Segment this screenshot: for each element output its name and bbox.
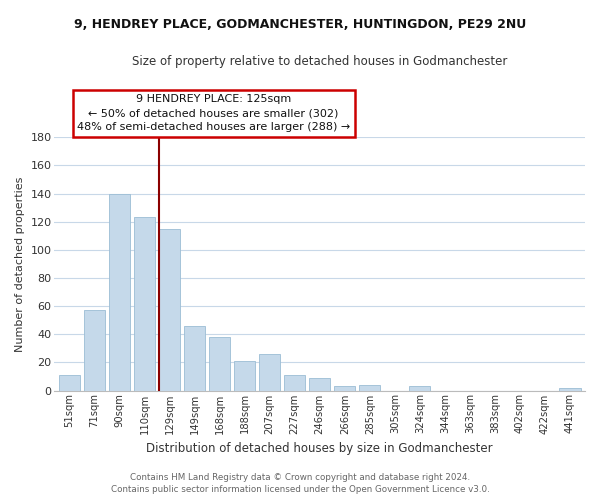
Bar [409,386,430,390]
Bar [359,385,380,390]
Bar [59,375,80,390]
Y-axis label: Number of detached properties: Number of detached properties [15,176,25,352]
Title: Size of property relative to detached houses in Godmanchester: Size of property relative to detached ho… [132,55,508,68]
Bar [234,361,255,390]
X-axis label: Distribution of detached houses by size in Godmanchester: Distribution of detached houses by size … [146,442,493,455]
Bar [559,388,581,390]
Bar [159,228,180,390]
Bar [209,337,230,390]
Bar [309,378,331,390]
Bar [109,194,130,390]
Bar [134,218,155,390]
Bar [334,386,355,390]
Bar [259,354,280,391]
Text: Contains HM Land Registry data © Crown copyright and database right 2024.
Contai: Contains HM Land Registry data © Crown c… [110,472,490,494]
Bar [84,310,105,390]
Text: 9 HENDREY PLACE: 125sqm
← 50% of detached houses are smaller (302)
48% of semi-d: 9 HENDREY PLACE: 125sqm ← 50% of detache… [77,94,350,132]
Bar [184,326,205,390]
Bar [284,375,305,390]
Text: 9, HENDREY PLACE, GODMANCHESTER, HUNTINGDON, PE29 2NU: 9, HENDREY PLACE, GODMANCHESTER, HUNTING… [74,18,526,30]
